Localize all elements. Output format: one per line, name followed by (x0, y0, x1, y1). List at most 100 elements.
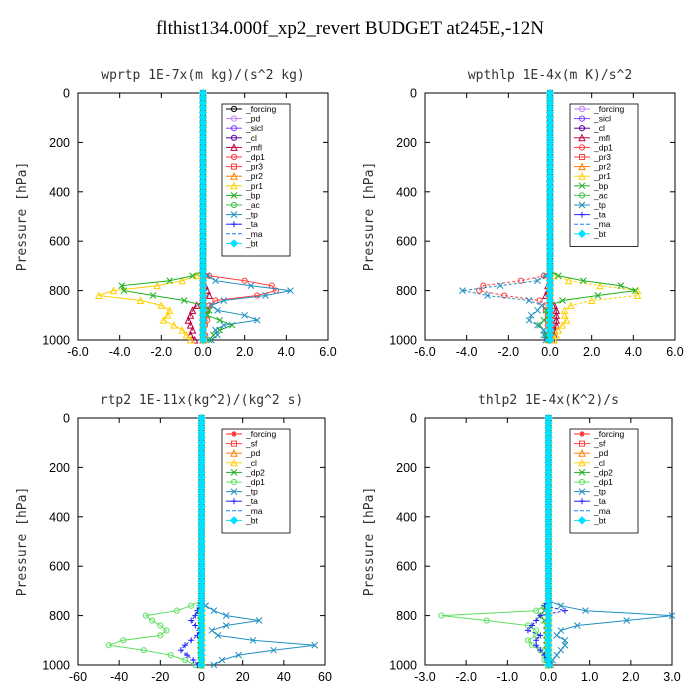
data-point (594, 292, 602, 299)
legend-label: _tp (245, 210, 258, 220)
legend-label: _pd (593, 448, 608, 458)
data-point (241, 311, 249, 319)
legend-label: _ac (593, 190, 608, 200)
legend-marker (579, 440, 585, 447)
data-point (552, 321, 561, 329)
legend-marker (578, 201, 586, 209)
legend-marker (230, 201, 238, 209)
legend-label: _dp1 (245, 152, 265, 162)
legend-marker (578, 125, 586, 132)
series-dp1 (438, 414, 552, 669)
legend-entry: _pd (226, 114, 260, 124)
chart-panel-4: thlp2 1E-4x(K^2)/s Pressure [hPa] -3.0 -2.0… (362, 393, 681, 684)
data-point (255, 617, 263, 624)
legend-label: _bp (593, 181, 608, 191)
legend-entry: _ac (574, 190, 608, 200)
legend-marker (578, 172, 586, 180)
data-point (540, 316, 548, 324)
data-point (534, 321, 541, 329)
y-tick-label: 600 (49, 235, 70, 249)
data-point (557, 602, 565, 610)
legend-label: _pd (245, 114, 260, 124)
legend-entry: _mfl (226, 142, 262, 152)
x-tick-label: 60 (318, 670, 332, 684)
x-tick-label: 4.0 (625, 345, 642, 359)
data-point (178, 276, 186, 285)
legend-entry: _ta (574, 496, 606, 506)
x-tick-label: 0 (198, 670, 205, 684)
series-bt (198, 88, 208, 345)
y-tick-label: 200 (396, 461, 417, 475)
legend-entry: _bt (226, 515, 258, 525)
legend-entry: _pr2 (226, 171, 263, 181)
legend-entry: _dp2 (226, 467, 265, 477)
data-point (533, 607, 540, 614)
data-point (558, 321, 567, 329)
data-point (212, 277, 219, 285)
legend-entry: _ta (574, 210, 606, 220)
y-tick-label: 600 (49, 560, 70, 574)
data-point (561, 641, 569, 649)
y-tick-label: 0 (410, 87, 417, 101)
legend-entry: _ta (226, 496, 258, 506)
legend-label: _sicl (593, 114, 611, 124)
legend-entry: _pr3 (226, 162, 263, 172)
x-tick-label: 6.0 (666, 345, 683, 359)
data-point (525, 316, 533, 324)
legend-marker (578, 182, 586, 190)
legend-label: _forcing (245, 429, 277, 439)
data-point (537, 647, 544, 654)
data-point (186, 335, 195, 344)
chart-panel-3: rtp2 1E-11x(kg^2)/(kg^2 s) Pressure [hPa]… (15, 393, 332, 684)
legend-marker (578, 144, 586, 151)
y-tick-label: 1000 (389, 334, 417, 348)
data-point (527, 311, 535, 319)
x-tick-label: -2.0 (455, 670, 477, 684)
legend-marker (577, 516, 587, 525)
legend-marker (578, 105, 586, 113)
data-point (188, 602, 195, 609)
data-point (149, 292, 157, 299)
y-tick-label: 1000 (42, 334, 70, 348)
x-tick-label: 40 (277, 670, 291, 684)
legend-entry: _sf (574, 439, 606, 449)
y-tick-label: 800 (396, 609, 417, 623)
data-point (220, 297, 228, 304)
legend-label: _bt (245, 238, 258, 248)
data-point (180, 297, 188, 304)
legend-label: _tp (593, 487, 606, 497)
y-tick-label: 0 (63, 412, 70, 426)
data-point (182, 642, 189, 649)
legend-marker (578, 192, 586, 199)
data-point (496, 282, 504, 290)
panel-title: thlp2 1E-4x(K^2)/s (478, 393, 619, 408)
legend-label: _ma (245, 506, 263, 516)
data-point (205, 307, 213, 314)
data-point (561, 636, 569, 644)
legend-label: _pd (245, 448, 260, 458)
legend-marker (578, 458, 586, 467)
legend-label: _bt (593, 229, 606, 239)
x-tick-label: -1.0 (497, 670, 519, 684)
legend-label: _forcing (593, 104, 625, 114)
data-point (170, 321, 178, 329)
legend-marker (579, 211, 585, 218)
data-point (545, 335, 555, 345)
x-tick-label: -40 (110, 670, 128, 684)
data-point (173, 607, 180, 614)
data-point (222, 622, 230, 629)
legend-label: _cl (593, 123, 605, 133)
y-tick-label: 0 (63, 87, 70, 101)
series-line (462, 93, 551, 341)
legend-label: _pr3 (245, 162, 263, 172)
x-tick-label: -6.0 (414, 345, 436, 359)
legend-marker (579, 431, 585, 437)
y-tick-label: 200 (396, 136, 417, 150)
legend-marker (578, 449, 586, 457)
legend-label: _ta (245, 496, 258, 506)
legend-entry: _tp (574, 487, 606, 497)
legend-label: _ma (593, 219, 611, 229)
data-point (190, 657, 197, 664)
data-point (165, 306, 174, 314)
legend-label: _pr2 (245, 171, 263, 181)
